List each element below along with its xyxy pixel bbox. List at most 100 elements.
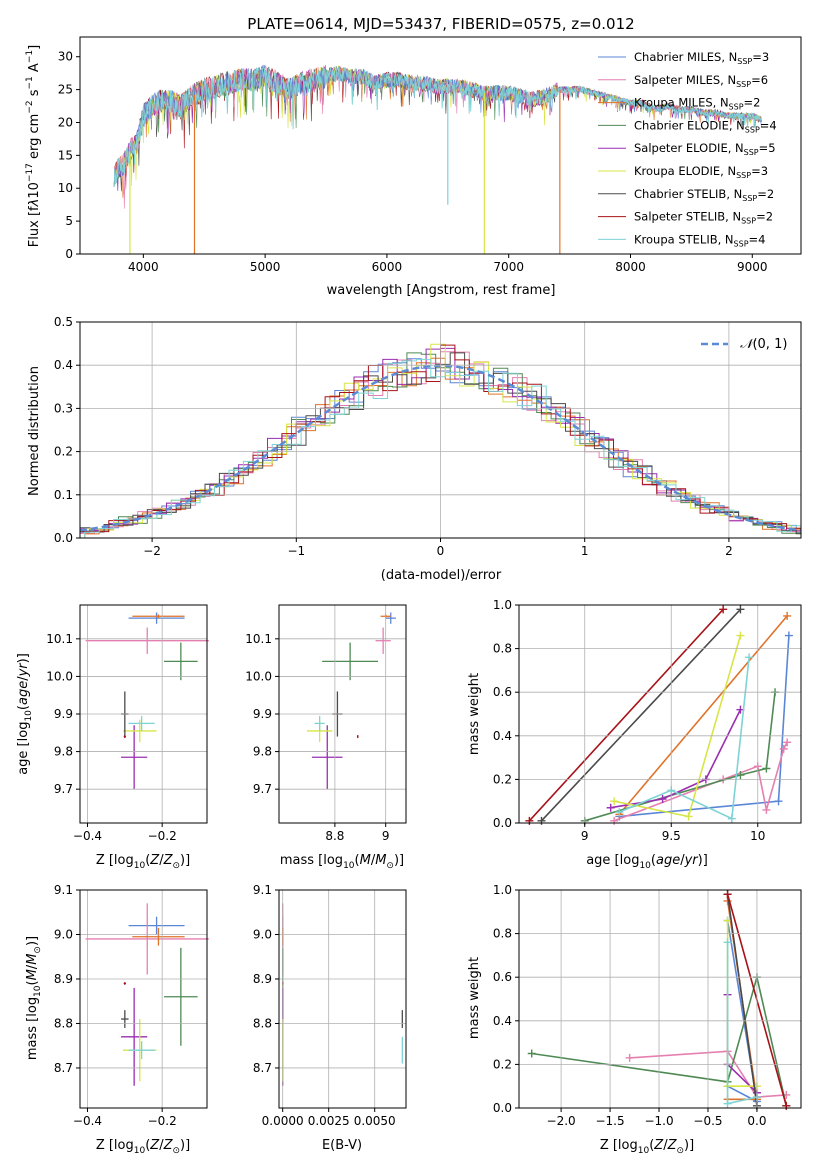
mass-weight-marker-chabrier_elodie bbox=[736, 771, 745, 780]
mass-weight-line-kroupa_elodie bbox=[614, 635, 742, 818]
y-tick-label: 0 bbox=[65, 247, 73, 261]
mass-weight-marker-kroupa_miles bbox=[783, 611, 792, 620]
mass-vs-ebv-xlabel: E(B-V) bbox=[322, 1138, 362, 1153]
mass-weight-marker-kroupa_elodie bbox=[723, 916, 732, 925]
y-tick-label: 8.9 bbox=[253, 972, 272, 986]
mass-weight-vs-Z-xlabel: Z [log10(Z/Z⊙)] bbox=[600, 1138, 694, 1156]
mass-weight-line-kroupa_stelib bbox=[618, 657, 750, 820]
y-tick-label: 30 bbox=[58, 50, 73, 64]
gauss-legend-label: 𝒩(0, 1) bbox=[740, 337, 787, 352]
residual-histogram-kroupa_elodie bbox=[84, 343, 801, 538]
mass-weight-marker-kroupa_elodie bbox=[684, 812, 693, 821]
spectrum-legend-label: Kroupa STELIB, NSSP=4 bbox=[634, 232, 765, 248]
mass-weight-vs-Z-axes: −2.0 −1.5 −1.0 −0.5 0.0 0.0 0.2 0.4 0.6 0.8 1.0 bbox=[493, 883, 802, 1128]
y-tick-label: 8.7 bbox=[253, 1061, 272, 1075]
mass-weight-marker-salpeter_miles bbox=[762, 805, 771, 814]
mass-weight-marker-salpeter_stelib bbox=[719, 605, 728, 614]
y-tick-label: 0.4 bbox=[493, 729, 512, 743]
y-tick-label: 8.7 bbox=[54, 1061, 73, 1075]
mass-vs-ebv-axes: 0.0000 0.0025 0.0050 8.7 8.8 8.9 9.0 9.1 bbox=[253, 883, 407, 1128]
mass-weight-marker-kroupa_elodie bbox=[736, 631, 745, 640]
residuals-xlabel: (data-model)/error bbox=[381, 568, 502, 583]
x-tick-label: −0.4 bbox=[73, 1114, 102, 1128]
x-tick-label: −0.5 bbox=[693, 1114, 722, 1128]
age-vs-mass-panel: 8.8 9 9.7 9.8 9.9 10.0 10.1 mass [log10(M/M⊙)] bbox=[245, 604, 407, 871]
mass-weight-marker-chabrier_miles bbox=[774, 797, 783, 806]
mass-weight-marker-salpeter_elodie bbox=[606, 803, 615, 812]
mass-weight-marker-kroupa_stelib bbox=[723, 1099, 732, 1108]
y-tick-label: 25 bbox=[58, 83, 73, 97]
spectrum-legend-label: Chabrier ELODIE, NSSP=4 bbox=[634, 118, 777, 134]
mass-vs-Z-errorbars bbox=[85, 903, 209, 1086]
x-tick-label: −1.5 bbox=[595, 1114, 624, 1128]
y-tick-label: 9.0 bbox=[54, 927, 73, 941]
mass-weight-marker-kroupa_elodie bbox=[610, 797, 619, 806]
mass-weight-vs-Z-panel: −2.0 −1.5 −1.0 −0.5 0.0 0.0 0.2 0.4 0.6 0.8 1.0 Z … bbox=[467, 883, 802, 1156]
x-tick-label: 9.5 bbox=[662, 829, 681, 843]
y-tick-label: 9.8 bbox=[253, 745, 272, 759]
y-tick-label: 9.8 bbox=[54, 745, 73, 759]
age-vs-Z-ylabel: age [log10(age/yr)] bbox=[16, 653, 34, 775]
x-tick-label: −0.2 bbox=[148, 829, 177, 843]
x-tick-label: 4000 bbox=[128, 260, 159, 274]
x-tick-label: 9 bbox=[382, 829, 390, 843]
y-tick-label: 10.0 bbox=[245, 669, 272, 683]
y-tick-label: 10.1 bbox=[245, 632, 272, 646]
spectrum-legend: Chabrier MILES, NSSP=3 Salpeter MILES, NS… bbox=[598, 50, 777, 248]
x-tick-label: 0.0025 bbox=[308, 1114, 350, 1128]
residual-histogram-kroupa_miles bbox=[84, 357, 801, 538]
axes-frame bbox=[79, 36, 802, 255]
y-tick-label: 0.0 bbox=[493, 1101, 512, 1115]
y-tick-label: 10.0 bbox=[46, 669, 73, 683]
spectrum-legend-label: Salpeter ELODIE, NSSP=5 bbox=[634, 141, 776, 157]
mass-weight-marker-kroupa_stelib bbox=[723, 938, 732, 947]
mass-weight-marker-salpeter_miles bbox=[625, 1053, 634, 1062]
x-tick-label: −1 bbox=[287, 544, 305, 558]
mass-weight-marker-salpeter_stelib bbox=[782, 1101, 791, 1110]
y-tick-label: 0.2 bbox=[54, 445, 73, 459]
mass-vs-ebv-panel: 0.0000 0.0025 0.0050 8.7 8.8 8.9 9.0 9.1 E(B-V) bbox=[253, 883, 407, 1153]
mass-weight-line-chabrier_stelib bbox=[726, 894, 758, 1106]
spectrum-legend-label: Chabrier MILES, NSSP=3 bbox=[634, 50, 769, 66]
spectrum-legend-label: Kroupa ELODIE, NSSP=3 bbox=[634, 164, 768, 180]
spectrum-line-kroupa_stelib bbox=[113, 66, 762, 187]
residuals-ylabel: Normed distribution bbox=[27, 366, 42, 496]
mass-weight-marker-chabrier_stelib bbox=[736, 605, 745, 614]
x-tick-label: 1 bbox=[581, 544, 589, 558]
y-tick-label: 0.4 bbox=[54, 358, 73, 372]
y-tick-label: 5 bbox=[65, 214, 73, 228]
mass-weight-vs-age-axes: 9 9.5 10 0.0 0.2 0.4 0.6 0.8 1.0 bbox=[493, 598, 802, 843]
x-tick-label: −2.0 bbox=[547, 1114, 576, 1128]
spectrum-lines bbox=[113, 64, 762, 254]
mass-weight-line-salpeter_miles bbox=[629, 1050, 787, 1098]
mass-weight-vs-age-panel: 9 9.5 10 0.0 0.2 0.4 0.6 0.8 1.0 age [log10(age/… bbox=[467, 598, 802, 871]
y-tick-label: 0.2 bbox=[493, 1057, 512, 1071]
spectrum-xlabel: wavelength [Angstrom, rest frame] bbox=[327, 283, 556, 298]
residual-histogram-kroupa_stelib bbox=[84, 358, 801, 538]
mass-weight-marker-kroupa_stelib bbox=[745, 653, 754, 662]
x-tick-label: 0.0 bbox=[747, 1114, 766, 1128]
mass-weight-vs-Z-lines bbox=[527, 890, 791, 1110]
y-tick-label: 9.9 bbox=[253, 707, 272, 721]
x-tick-label: 0 bbox=[437, 544, 445, 558]
mass-weight-vs-age-xlabel: age [log10(age/yr)] bbox=[586, 853, 708, 871]
age-vs-mass-axes: 8.8 9 9.7 9.8 9.9 10.0 10.1 bbox=[245, 604, 407, 843]
mass-weight-marker-chabrier_elodie bbox=[762, 764, 771, 773]
mass-weight-marker-chabrier_miles bbox=[784, 631, 793, 640]
figure-title: PLATE=0614, MJD=53437, FIBERID=0575, z=0… bbox=[247, 15, 634, 33]
y-tick-label: 8.8 bbox=[253, 1016, 272, 1030]
mass-weight-line-chabrier_stelib bbox=[540, 608, 741, 822]
x-tick-label: 5000 bbox=[250, 260, 281, 274]
y-tick-label: 9.9 bbox=[54, 707, 73, 721]
age-vs-Z-panel: −0.4 −0.2 9.7 9.8 9.9 10.0 10.1 Z [log10(Z/Z⊙)… bbox=[16, 604, 209, 871]
y-tick-label: 0.0 bbox=[54, 531, 73, 545]
x-tick-label: 8.8 bbox=[325, 829, 344, 843]
x-tick-label: −0.2 bbox=[148, 1114, 177, 1128]
y-tick-label: 15 bbox=[58, 148, 73, 162]
age-vs-mass-xlabel: mass [log10(M/M⊙)] bbox=[280, 853, 404, 871]
x-tick-label: −1.0 bbox=[644, 1114, 673, 1128]
mass-weight-vs-Z-ylabel: mass weight bbox=[467, 957, 482, 1039]
mass-weight-marker-kroupa_stelib bbox=[727, 814, 736, 823]
spectrum-ylabel: Flux [fλ10−17 erg cm−2 s−1 A−1] bbox=[25, 45, 42, 247]
